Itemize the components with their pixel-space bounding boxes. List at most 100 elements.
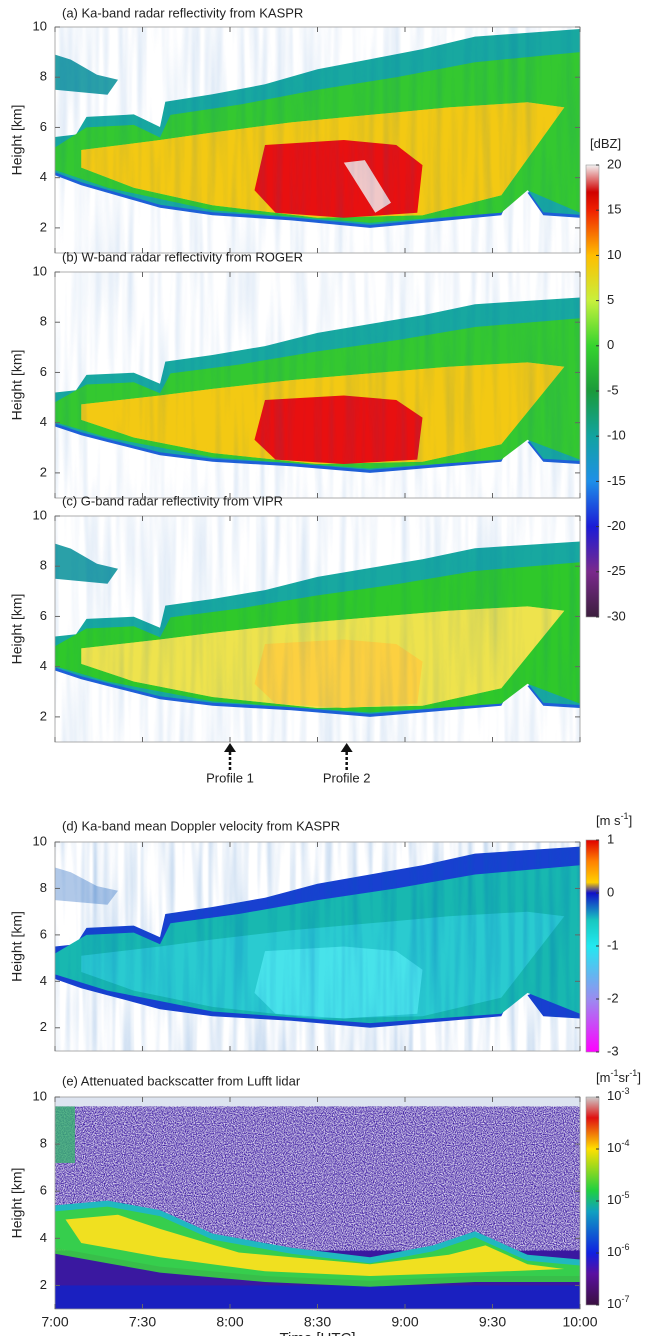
x-tick-label: 9:30	[479, 1314, 506, 1330]
panel-title: (a) Ka-band radar reflectivity from KASP…	[62, 5, 303, 20]
y-tick-label: 6	[40, 926, 47, 941]
colorbar-tick-label: 0	[607, 337, 614, 352]
label-superscript: -1	[610, 1068, 618, 1078]
colorbar-label: [m-1sr-1]	[596, 1068, 641, 1085]
colorbar-tick-label: -15	[607, 473, 626, 488]
panel-title: (e) Attenuated backscatter from Lufft li…	[62, 1073, 301, 1088]
colorbar-tick-label: 10-3	[607, 1086, 629, 1103]
colorbar-label: [m s-1]	[596, 811, 632, 828]
colorbar-tick-label: 10	[607, 247, 621, 262]
left-column	[55, 1106, 75, 1163]
colorbar-tick-label: 0	[607, 884, 614, 899]
tick-base: 10	[607, 1140, 621, 1155]
texture	[55, 27, 580, 253]
tick-base: 10	[607, 1192, 621, 1207]
image-field	[55, 842, 580, 1051]
annotation-label: Profile 1	[206, 770, 254, 785]
tick-exponent: -3	[621, 1086, 629, 1096]
image-field	[55, 27, 580, 253]
label-text: ]	[637, 1070, 641, 1085]
y-tick-label: 4	[40, 658, 47, 673]
colorbar-tick-label: -25	[607, 563, 626, 578]
label-superscript: -1	[629, 1068, 637, 1078]
image-field	[55, 1097, 580, 1309]
colorbar-tick-label: 5	[607, 292, 614, 307]
colorbar-tick-label: 20	[607, 156, 621, 171]
texture	[55, 516, 580, 742]
y-tick-label: 8	[40, 1136, 47, 1151]
label-text: [dBZ]	[590, 136, 621, 151]
colorbar-tick-label: 15	[607, 202, 621, 217]
y-tick-label: 6	[40, 608, 47, 623]
panel-title: (d) Ka-band mean Doppler velocity from K…	[62, 818, 340, 833]
y-axis-label: Height [km]	[9, 105, 25, 176]
y-tick-label: 8	[40, 880, 47, 895]
x-tick-label: 9:00	[391, 1314, 418, 1330]
arrow-head	[340, 743, 353, 752]
y-tick-label: 6	[40, 1183, 47, 1198]
x-tick-label: 7:00	[41, 1314, 68, 1330]
tick-base: 10	[607, 1244, 621, 1259]
y-tick-label: 6	[40, 364, 47, 379]
y-axis-label: Height [km]	[9, 1168, 25, 1239]
texture	[55, 842, 580, 1051]
y-tick-label: 4	[40, 1230, 47, 1245]
panel: (e) Attenuated backscatter from Lufft li…	[9, 1068, 641, 1336]
colorbar-tick-label: -10	[607, 428, 626, 443]
colorbar-tick-label: -20	[607, 518, 626, 533]
colorbar-tick-label: 10-6	[607, 1242, 629, 1259]
y-tick-label: 8	[40, 558, 47, 573]
y-tick-label: 2	[40, 219, 47, 234]
y-tick-label: 4	[40, 973, 47, 988]
tick-exponent: -6	[621, 1242, 629, 1252]
y-tick-label: 10	[33, 507, 47, 522]
y-tick-label: 2	[40, 464, 47, 479]
y-tick-label: 10	[33, 833, 47, 848]
x-axis-label: Time [UTC]	[279, 1330, 355, 1336]
tick-exponent: -5	[621, 1190, 629, 1200]
colorbar-tick-label: 10-7	[607, 1294, 629, 1311]
label-superscript: -1	[621, 811, 629, 821]
y-tick-label: 8	[40, 69, 47, 84]
y-tick-label: 10	[33, 1088, 47, 1103]
label-text: [m	[596, 1070, 610, 1085]
x-tick-label: 7:30	[129, 1314, 156, 1330]
y-axis-label: Height [km]	[9, 350, 25, 421]
label-text: [m s	[596, 813, 621, 828]
label-text: sr	[618, 1070, 630, 1085]
y-tick-label: 4	[40, 414, 47, 429]
y-tick-label: 6	[40, 119, 47, 134]
y-axis-label: Height [km]	[9, 911, 25, 982]
colorbar-tick-label: 10-5	[607, 1190, 629, 1207]
y-tick-label: 10	[33, 263, 47, 278]
annotation-label: Profile 2	[323, 770, 371, 785]
texture	[55, 272, 580, 498]
colorbar-tick-label: -1	[607, 937, 619, 952]
low-layer	[55, 1285, 580, 1309]
panel-title: (b) W-band radar reflectivity from ROGER	[62, 249, 303, 264]
image-field	[55, 516, 580, 742]
colorbar-tick-label: -30	[607, 608, 626, 623]
y-tick-label: 4	[40, 169, 47, 184]
panel: (b) W-band radar reflectivity from ROGER…	[9, 249, 581, 499]
panel: (c) G-band radar reflectivity from VIPR H…	[9, 493, 581, 785]
x-tick-label: 10:00	[562, 1314, 597, 1330]
panel-title: (c) G-band radar reflectivity from VIPR	[62, 493, 283, 508]
colorbar-tick-label: 10-4	[607, 1138, 629, 1155]
y-tick-label: 2	[40, 1019, 47, 1034]
colorbar-tick-label: 1	[607, 831, 614, 846]
panel: (d) Ka-band mean Doppler velocity from K…	[9, 811, 633, 1058]
colorbar-tick-label: -5	[607, 382, 619, 397]
y-tick-label: 8	[40, 314, 47, 329]
y-axis-label: Height [km]	[9, 594, 25, 665]
y-tick-label: 10	[33, 18, 47, 33]
image-field	[55, 272, 580, 498]
tick-base: 10	[607, 1088, 621, 1103]
y-tick-label: 2	[40, 1277, 47, 1292]
colorbar-tick-label: -2	[607, 990, 619, 1005]
label-text: ]	[629, 813, 633, 828]
arrow-head	[224, 743, 236, 752]
tick-base: 10	[607, 1296, 621, 1311]
x-tick-label: 8:30	[304, 1314, 331, 1330]
